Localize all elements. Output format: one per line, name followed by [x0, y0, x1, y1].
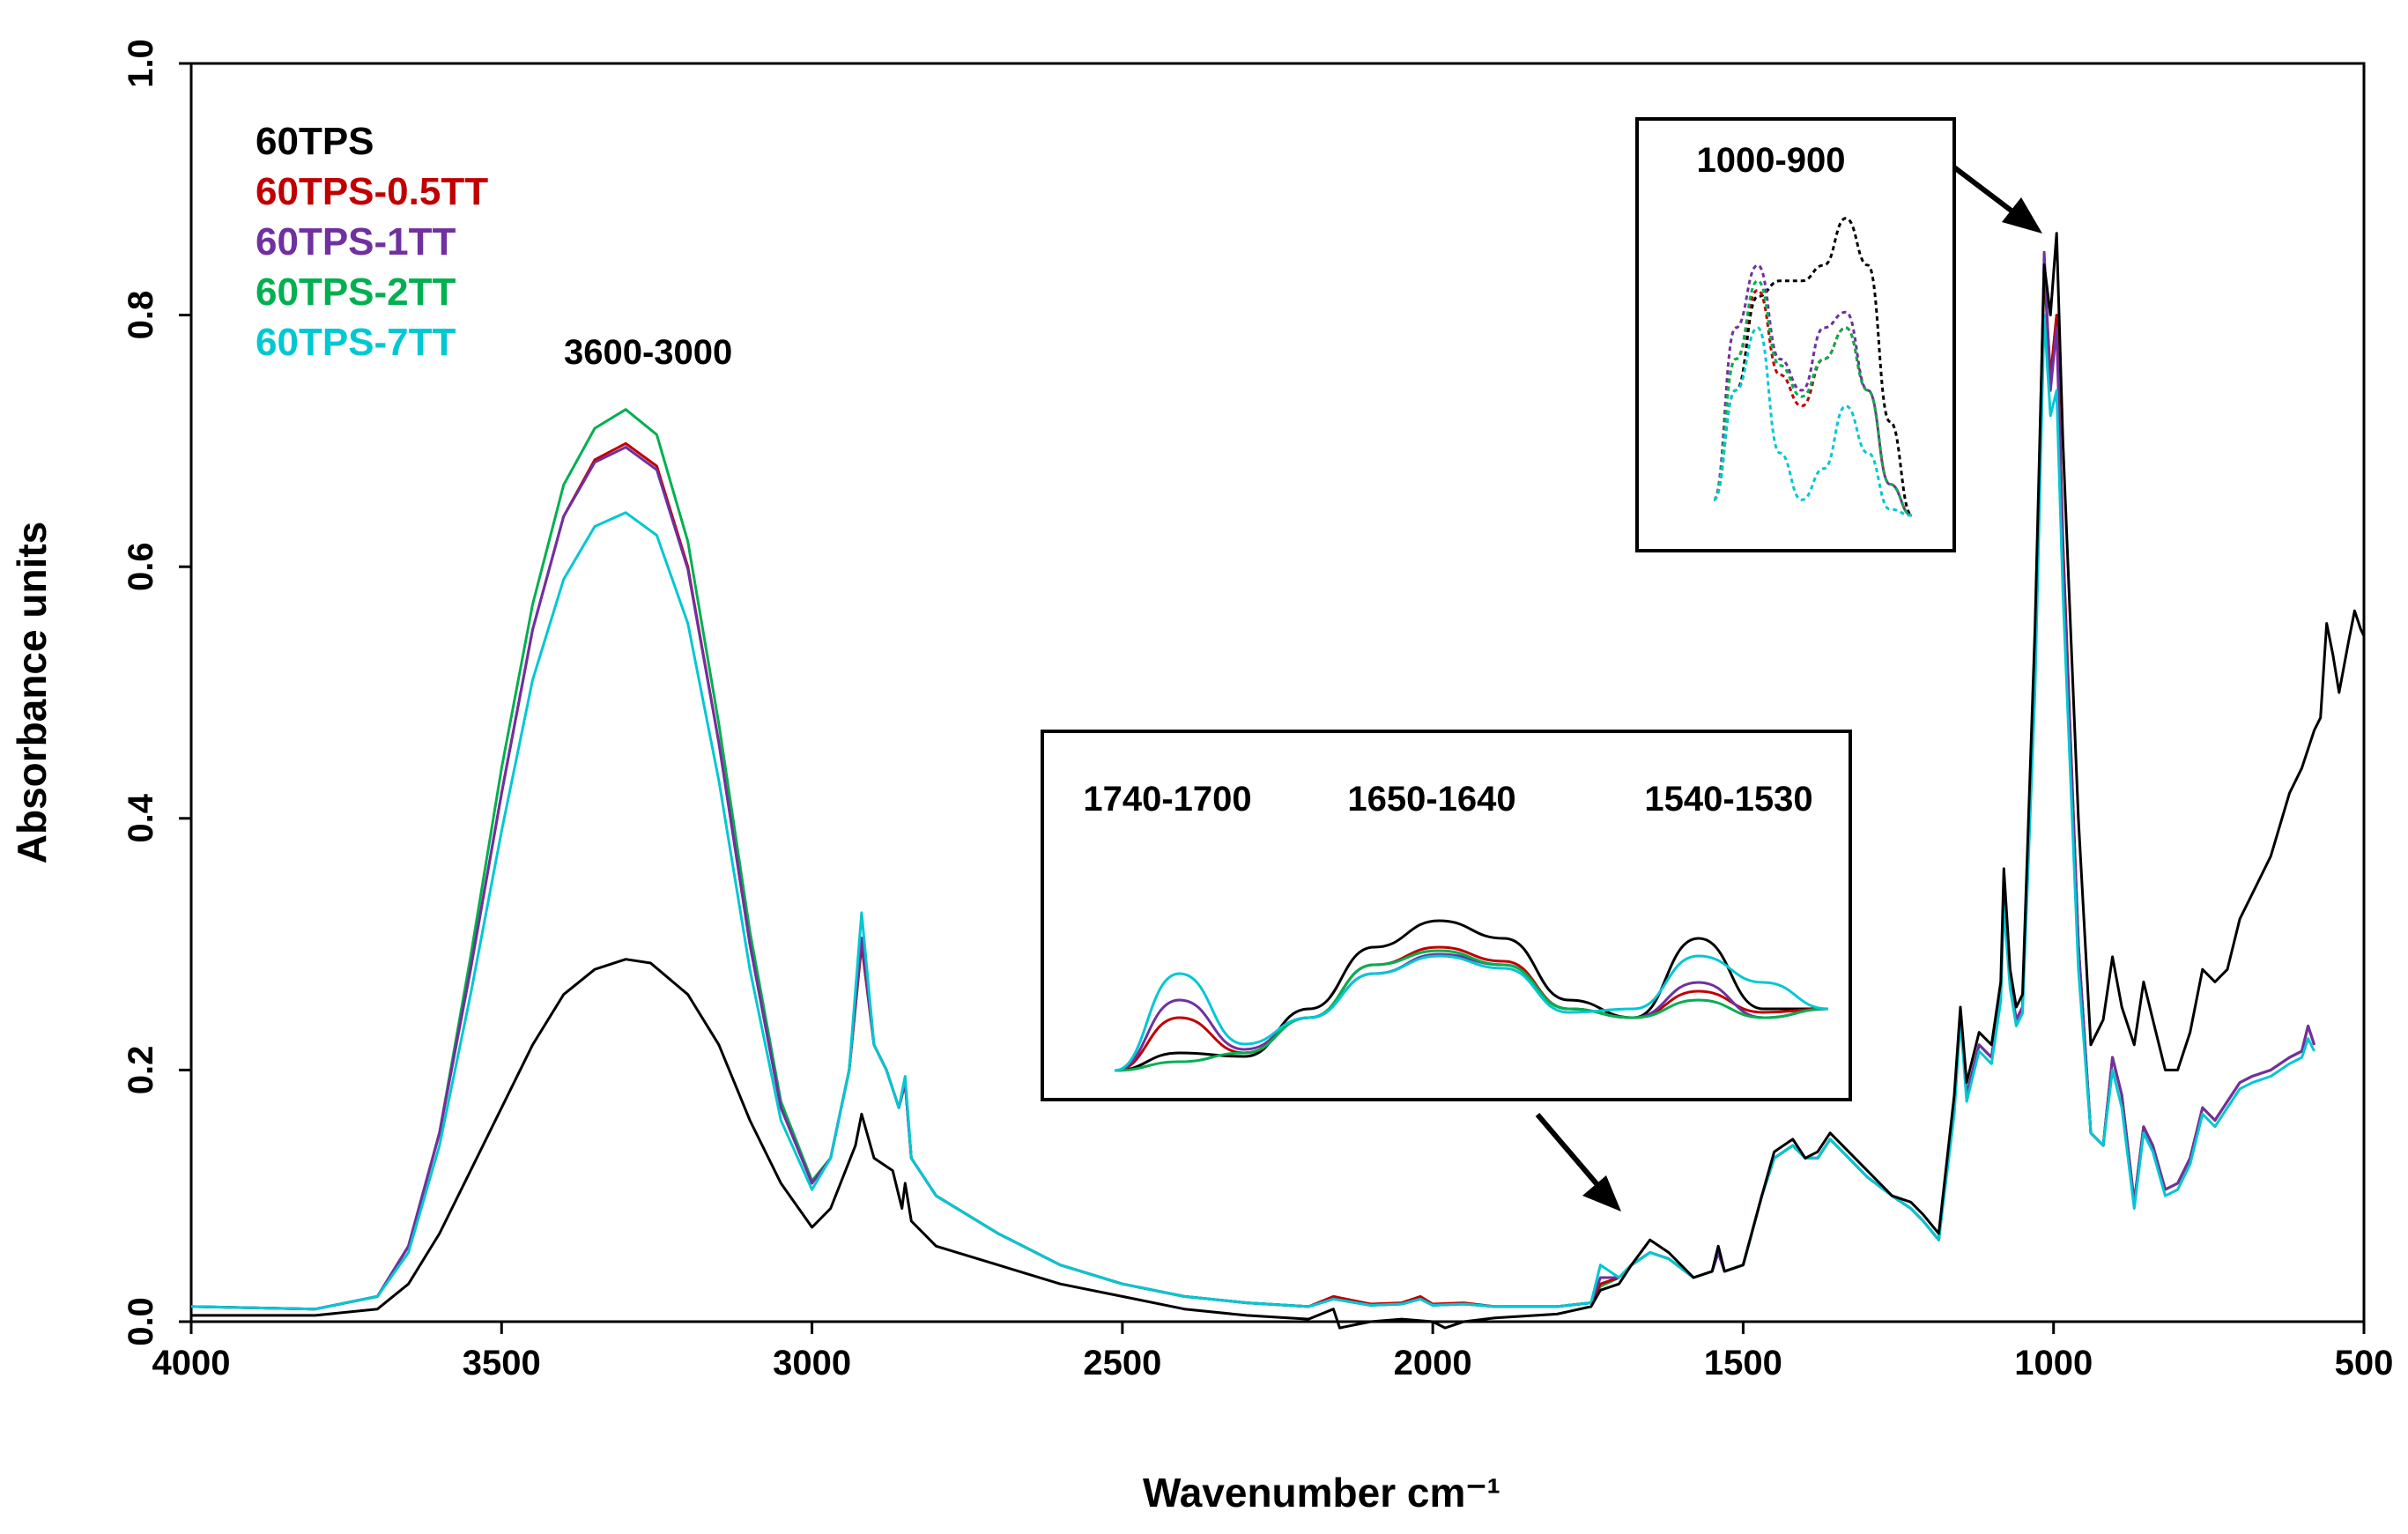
inset-label-1650-1640: 1650-1640: [1347, 780, 1515, 819]
legend-label-60tps-0.5tt: 60TPS-0.5TT: [256, 170, 488, 213]
x-tick-label: 2500: [1083, 1344, 1161, 1382]
x-tick-label: 2000: [1394, 1344, 1472, 1382]
inset-line-60tps-1tt: [1712, 263, 1913, 517]
y-tick-label: 0.8: [122, 291, 160, 340]
arrow-to-1700-region: [1535, 1113, 1621, 1212]
inset-label-1540-1530: 1540-1530: [1644, 780, 1812, 819]
inset-line-60tps-7tt: [1712, 326, 1913, 517]
series-line-60tps: [191, 232, 2366, 1330]
inset-line-60tps-2tt: [1114, 949, 1829, 1072]
inset-1000-900-frame: [1635, 117, 1956, 552]
y-axis: 0.0 0.2 0.4 0.6 0.8 1.0: [122, 39, 191, 1346]
legend-label-60tps-1tt: 60TPS-1TT: [256, 220, 456, 263]
x-tick-label: 1000: [2014, 1344, 2093, 1382]
inset-line-60tps-0.5tt: [1114, 945, 1829, 1072]
x-axis-title: Wavenumber cm⁻¹: [1143, 1470, 1500, 1515]
series-layer: [190, 232, 2366, 1330]
inset-line-60tps-1tt: [1114, 952, 1829, 1072]
inset-1740-1530-frame: [1041, 730, 1852, 1101]
inset-label-1740-1700: 1740-1700: [1083, 780, 1251, 819]
legend-label-60tps: 60TPS: [256, 120, 374, 163]
inset-line-60tps: [1114, 919, 1828, 1072]
x-tick-label: 1500: [1704, 1344, 1782, 1382]
y-axis-title: Absorbance units: [9, 522, 55, 864]
x-tick-label: 4000: [152, 1344, 231, 1382]
x-tick-label: 3000: [773, 1344, 851, 1382]
inset-1740-1530: 1740-1700 1650-1640 1540-1530: [1041, 730, 1852, 1101]
y-tick-label: 0.6: [122, 542, 160, 591]
inset-1000-900: 1000-900: [1635, 117, 1956, 552]
y-tick-label: 0.0: [122, 1297, 160, 1346]
y-tick-label: 0.4: [122, 793, 160, 842]
plot-frame: [189, 62, 2366, 1323]
y-tick-label: 0.2: [122, 1046, 160, 1095]
inset-line-60tps-2tt: [1712, 279, 1913, 517]
inset-line-60tps-7tt: [1114, 954, 1829, 1072]
legend-label-60tps-2tt: 60TPS-2TT: [256, 270, 456, 314]
annotation-3600-3000: 3600-3000: [564, 333, 732, 372]
inset-1000-900-label: 1000-900: [1696, 141, 1845, 180]
legend-label-60tps-7tt: 60TPS-7TT: [256, 321, 456, 364]
x-axis: 4000 3500 3000 2500 2000 1500 1000 500: [152, 1322, 2394, 1382]
legend: 60TPS 60TPS-0.5TT 60TPS-1TT 60TPS-2TT 60…: [256, 120, 488, 364]
x-tick-label: 500: [2335, 1344, 2394, 1382]
x-tick-label: 3500: [463, 1344, 541, 1382]
y-tick-label: 1.0: [122, 39, 160, 88]
arrow-to-1000-peak: [1952, 165, 2042, 233]
